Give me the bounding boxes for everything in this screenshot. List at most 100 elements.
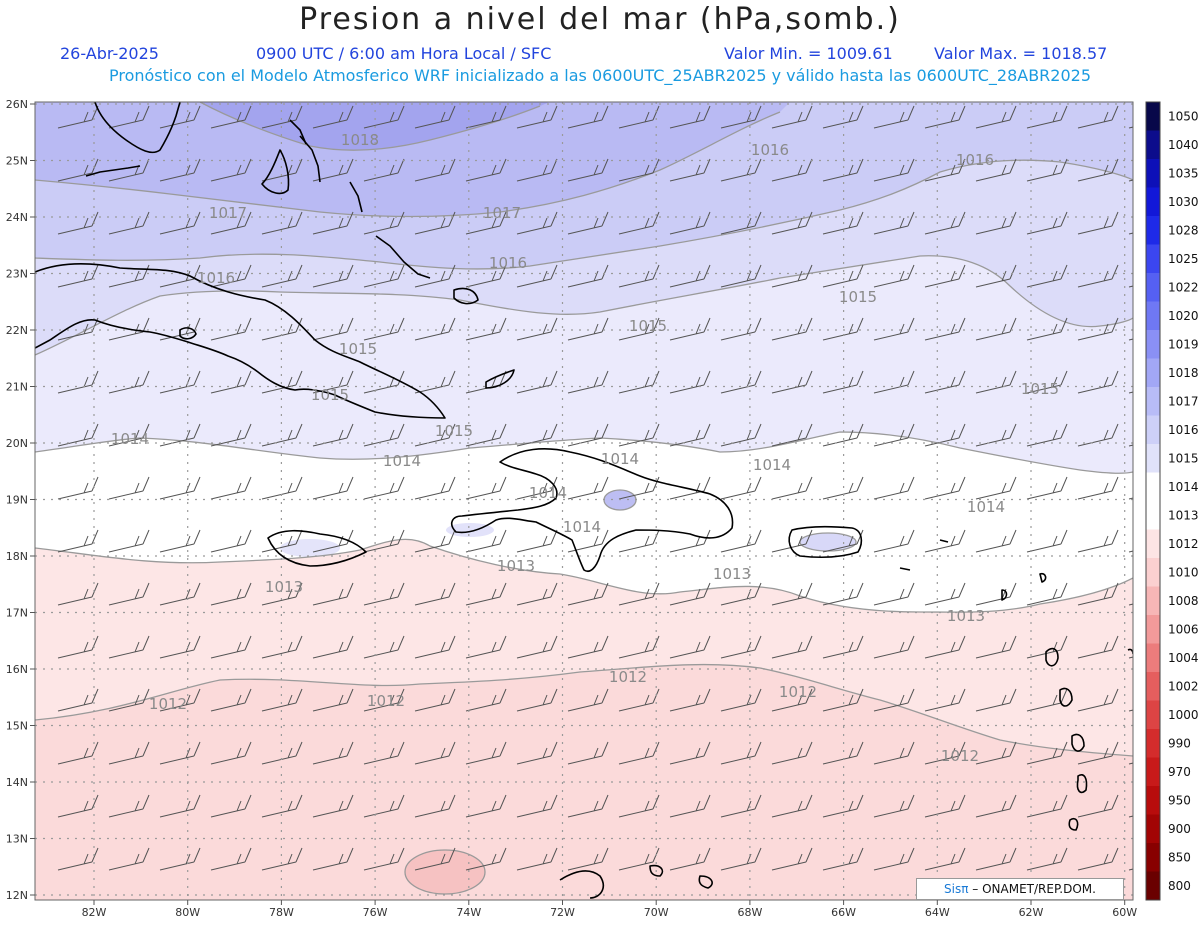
wind-barb bbox=[57, 794, 99, 818]
wind-barb bbox=[57, 847, 99, 871]
isobar-label: 1014 bbox=[111, 430, 149, 448]
wind-barb bbox=[210, 317, 252, 341]
colorbar-frame bbox=[1145, 101, 1161, 901]
wind-barb bbox=[618, 105, 660, 129]
max-value: Valor Max. = 1018.57 bbox=[934, 44, 1108, 63]
wind-barb bbox=[720, 264, 762, 288]
isobar-label: 1013 bbox=[265, 578, 303, 596]
colorbar-label: 800 bbox=[1168, 879, 1191, 893]
wind-barb bbox=[312, 423, 354, 447]
wind-barb bbox=[414, 158, 456, 182]
wind-barb bbox=[1026, 264, 1068, 288]
lat-label: 25N bbox=[6, 155, 28, 168]
isobar-label: 1012 bbox=[149, 695, 187, 713]
wind-barb bbox=[975, 688, 1017, 712]
credit-box: Sisπ – ONAMET/REP.DOM. bbox=[916, 878, 1124, 900]
colorbar-label: 1004 bbox=[1168, 651, 1199, 665]
florida-keys bbox=[85, 165, 141, 177]
wind-barb bbox=[261, 847, 303, 871]
wind-barb bbox=[261, 582, 303, 606]
wind-barb bbox=[924, 741, 966, 765]
grenada bbox=[1068, 817, 1079, 831]
wind-barb bbox=[771, 423, 813, 447]
wind-barb bbox=[312, 688, 354, 712]
wind-barb bbox=[822, 529, 864, 553]
wind-barb bbox=[57, 158, 99, 182]
wind-barb bbox=[567, 105, 609, 129]
wind-barb bbox=[720, 529, 762, 553]
wind-barb bbox=[414, 794, 456, 818]
wind-barb bbox=[414, 423, 456, 447]
isobar-label: 1014 bbox=[529, 484, 567, 502]
wind-barb bbox=[618, 529, 660, 553]
colorbar-label: 1014 bbox=[1168, 480, 1199, 494]
isobar-label: 1016 bbox=[489, 254, 527, 272]
colorbar-label: 1019 bbox=[1168, 337, 1199, 351]
wind-barb bbox=[414, 317, 456, 341]
wind-barb bbox=[363, 476, 405, 500]
wind-barb bbox=[618, 370, 660, 394]
wind-barb bbox=[1077, 794, 1119, 818]
wind-barb bbox=[363, 741, 405, 765]
jamaica-high bbox=[280, 539, 340, 557]
wind-barb bbox=[210, 741, 252, 765]
wind-barb bbox=[363, 317, 405, 341]
wind-barb bbox=[1077, 105, 1119, 129]
wind-barb bbox=[108, 105, 150, 129]
wind-barb bbox=[822, 794, 864, 818]
colorbar-label: 900 bbox=[1168, 822, 1191, 836]
colorbar-swatch bbox=[1146, 358, 1160, 387]
colorbar-label: 1008 bbox=[1168, 594, 1199, 608]
wind-barb bbox=[720, 476, 762, 500]
isobar-label: 1014 bbox=[383, 452, 421, 470]
wind-barb bbox=[57, 529, 99, 553]
wind-barb bbox=[465, 529, 507, 553]
band-1017 bbox=[35, 102, 790, 217]
wind-barb bbox=[261, 635, 303, 659]
wind-barb bbox=[1026, 370, 1068, 394]
min-value: Valor Min. = 1009.61 bbox=[724, 44, 893, 63]
wind-barb bbox=[261, 317, 303, 341]
lat-label: 22N bbox=[6, 324, 28, 337]
wind-barb bbox=[312, 582, 354, 606]
colorbar-label: 1015 bbox=[1168, 451, 1199, 465]
bahamas-abaco bbox=[289, 119, 307, 145]
wind-barb bbox=[924, 582, 966, 606]
wind-barb bbox=[1077, 423, 1119, 447]
wind-barb bbox=[414, 529, 456, 553]
wind-barb bbox=[669, 158, 711, 182]
southern-islands bbox=[559, 864, 713, 899]
wind-barb bbox=[975, 635, 1017, 659]
wind-barb bbox=[771, 529, 813, 553]
lon-label: 64W bbox=[925, 906, 950, 919]
wind-barb bbox=[1077, 158, 1119, 182]
wind-barb bbox=[108, 794, 150, 818]
wind-barb bbox=[57, 476, 99, 500]
wind-barb bbox=[57, 211, 99, 235]
wind-barb bbox=[210, 529, 252, 553]
wind-barb bbox=[1077, 370, 1119, 394]
wind-barb bbox=[822, 105, 864, 129]
wind-barb bbox=[312, 158, 354, 182]
colorbar-label: 1012 bbox=[1168, 537, 1199, 551]
wind-barb bbox=[669, 741, 711, 765]
wind-barb bbox=[465, 476, 507, 500]
wind-barb bbox=[567, 741, 609, 765]
wind-barb bbox=[771, 688, 813, 712]
wind-barb bbox=[924, 688, 966, 712]
wind-barb bbox=[57, 635, 99, 659]
wind-barb bbox=[771, 794, 813, 818]
wind-barb bbox=[873, 847, 915, 871]
isobar-label: 1015 bbox=[311, 386, 349, 404]
colorbar-label: 1010 bbox=[1168, 565, 1199, 579]
colorbar-label: 1035 bbox=[1168, 166, 1199, 180]
wind-barb bbox=[108, 741, 150, 765]
colorbar-label: 1040 bbox=[1168, 138, 1199, 152]
wind-barb bbox=[1026, 847, 1068, 871]
wind-barb bbox=[465, 158, 507, 182]
colorbar-swatch bbox=[1146, 871, 1160, 900]
wind-barb bbox=[975, 529, 1017, 553]
wind-barb bbox=[567, 158, 609, 182]
colorbar-label: 1006 bbox=[1168, 622, 1199, 636]
